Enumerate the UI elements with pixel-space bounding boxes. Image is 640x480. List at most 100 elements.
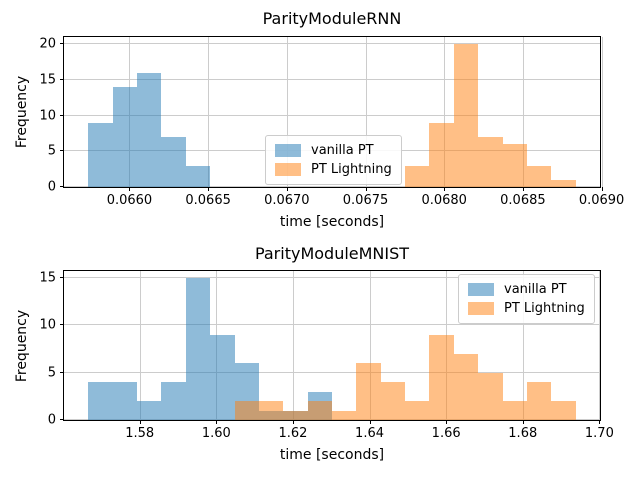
histogram-bar bbox=[161, 382, 186, 420]
legend-label-vanilla-pt: vanilla PT bbox=[504, 282, 567, 297]
histogram-bar bbox=[283, 410, 308, 420]
x-tick-mark bbox=[522, 187, 524, 191]
histogram-bar bbox=[88, 382, 113, 420]
y-tick-mark bbox=[60, 150, 64, 152]
legend-label-pt-lightning: PT Lightning bbox=[311, 162, 392, 177]
histogram-bar bbox=[332, 410, 357, 420]
x-gridline bbox=[208, 37, 210, 187]
y-tick-mark bbox=[60, 114, 64, 116]
x-tick-mark bbox=[522, 420, 524, 424]
histogram-bar bbox=[380, 382, 406, 420]
x-tick-mark bbox=[599, 420, 601, 424]
histogram-bar bbox=[210, 334, 235, 420]
x-tick-mark bbox=[444, 187, 446, 191]
x-gridline bbox=[365, 37, 367, 187]
legend-label-pt-lightning: PT Lightning bbox=[504, 301, 585, 316]
y-axis-label-rnn: Frequency bbox=[14, 75, 30, 149]
histogram-bar bbox=[112, 87, 138, 187]
histogram-bar bbox=[234, 401, 259, 420]
x-tick-label: 1.64 bbox=[355, 426, 385, 441]
x-tick-label: 1.66 bbox=[431, 426, 461, 441]
pt-lightning-swatch bbox=[275, 163, 301, 176]
plot-area-mnist: vanilla PT PT Lightning 1.58 1.60 1.62 1.64… bbox=[39, 270, 614, 441]
x-tick-label: 0.0685 bbox=[500, 193, 546, 208]
x-tick-label: 1.68 bbox=[508, 426, 538, 441]
histogram-bar bbox=[453, 353, 479, 420]
x-tick-label: 1.60 bbox=[201, 426, 231, 441]
histogram-bar bbox=[453, 44, 479, 187]
x-tick-mark bbox=[292, 420, 294, 424]
y-tick-mark bbox=[60, 419, 64, 420]
y-gridline bbox=[64, 114, 600, 116]
histogram-bar bbox=[185, 165, 211, 187]
histogram-bar bbox=[307, 401, 332, 420]
legend-item-pt-lightning: PT Lightning bbox=[468, 299, 585, 318]
histogram-bar bbox=[88, 122, 113, 187]
histogram-bar bbox=[405, 165, 430, 187]
vanilla-pt-swatch bbox=[275, 144, 301, 157]
x-tick-mark bbox=[446, 420, 448, 424]
legend-mnist: vanilla PT PT Lightning bbox=[458, 274, 595, 324]
y-tick-label: 10 bbox=[39, 108, 56, 124]
y-tick-mark bbox=[60, 43, 64, 45]
histogram-bar bbox=[526, 165, 552, 187]
x-gridline bbox=[139, 271, 141, 420]
x-gridline bbox=[522, 271, 524, 420]
histogram-bar bbox=[429, 334, 454, 420]
x-axis-label-rnn: time [seconds] bbox=[279, 214, 385, 230]
x-tick-mark bbox=[216, 420, 218, 424]
y-tick-mark bbox=[60, 186, 64, 187]
x-tick-mark bbox=[129, 187, 131, 191]
y-tick-label: 5 bbox=[47, 143, 56, 159]
x-gridline bbox=[599, 271, 601, 420]
histogram-bar bbox=[429, 122, 454, 187]
histogram-bar bbox=[502, 401, 527, 420]
legend-rnn: vanilla PT PT Lightning bbox=[265, 135, 402, 185]
y-tick-label: 0 bbox=[47, 412, 56, 428]
y-tick-mark bbox=[60, 371, 64, 373]
histogram-bar bbox=[356, 363, 381, 420]
x-tick-label: 1.62 bbox=[278, 426, 308, 441]
y-tick-mark bbox=[60, 324, 64, 326]
y-tick-mark bbox=[60, 78, 64, 80]
histogram-bar bbox=[258, 401, 284, 420]
x-tick-mark bbox=[286, 187, 288, 191]
histogram-bar bbox=[551, 401, 576, 420]
x-tick-label: 0.0670 bbox=[264, 193, 310, 208]
histogram-bar bbox=[405, 401, 430, 420]
x-gridline bbox=[601, 37, 603, 187]
x-tick-label: 0.0660 bbox=[106, 193, 153, 208]
plot-area-rnn: vanilla PT PT Lightning 0.0660 0.0665 0.06… bbox=[39, 36, 624, 208]
y-tick-label: 20 bbox=[39, 36, 56, 52]
histogram-bar bbox=[137, 72, 162, 187]
x-tick-label: 1.58 bbox=[125, 426, 155, 441]
x-tick-mark bbox=[601, 187, 603, 191]
x-tick-mark bbox=[369, 420, 371, 424]
y-gridline bbox=[64, 277, 600, 279]
y-gridline bbox=[64, 186, 600, 187]
y-tick-label: 15 bbox=[39, 270, 56, 286]
histogram-bar bbox=[478, 137, 503, 187]
y-tick-label: 0 bbox=[47, 179, 56, 195]
x-gridline bbox=[369, 271, 371, 420]
x-tick-mark bbox=[365, 187, 367, 191]
x-axis-label-mnist: time [seconds] bbox=[279, 447, 385, 463]
x-tick-mark bbox=[208, 187, 210, 191]
legend-item-vanilla-pt: vanilla PT bbox=[468, 280, 585, 299]
histogram-bar bbox=[502, 144, 527, 187]
x-gridline bbox=[522, 37, 524, 187]
chart-title-rnn: ParityModuleRNN bbox=[262, 9, 402, 28]
y-axis-label-mnist: Frequency bbox=[14, 309, 30, 383]
histogram-bar bbox=[185, 278, 211, 420]
y-tick-label: 5 bbox=[47, 365, 56, 381]
histogram-bar bbox=[137, 401, 162, 420]
x-tick-label: 0.0665 bbox=[185, 193, 231, 208]
y-gridline bbox=[64, 371, 600, 373]
x-gridline bbox=[292, 271, 294, 420]
y-gridline bbox=[64, 324, 600, 326]
histogram-bar bbox=[526, 382, 552, 420]
histogram-bar bbox=[112, 382, 138, 420]
histogram-bar bbox=[161, 137, 186, 187]
x-tick-mark bbox=[139, 420, 141, 424]
